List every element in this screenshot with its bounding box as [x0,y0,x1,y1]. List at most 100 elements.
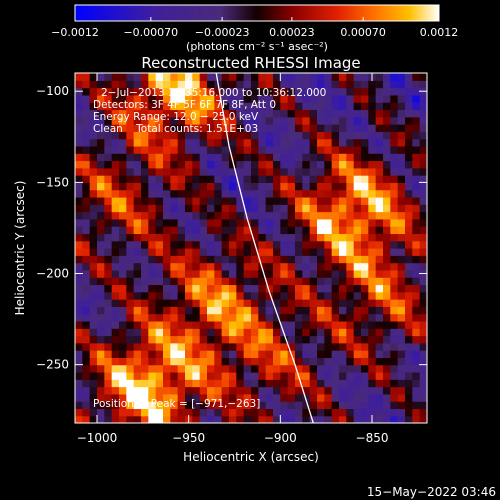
heatmap-cell [133,175,142,183]
heatmap-cell [280,291,289,300]
heatmap-cell [361,415,369,423]
heatmap-cell [170,196,179,205]
heatmap-cell [324,124,333,132]
heatmap-cell [221,211,230,220]
heatmap-cell [353,211,362,220]
heatmap-cell [148,87,157,96]
heatmap-cell [309,102,318,111]
heatmap-cell [97,320,105,329]
heatmap-cell [133,102,142,111]
heatmap-cell [229,284,237,293]
heatmap-cell [236,262,245,271]
heatmap-cell [75,218,83,227]
heatmap-cell [258,371,267,380]
heatmap-cell [243,350,252,358]
heatmap-cell [383,102,391,111]
heatmap-cell [141,306,149,315]
heatmap-cell [177,124,186,132]
heatmap-cell [199,335,208,344]
heatmap-cell [133,124,142,132]
heatmap-cell [265,102,274,111]
heatmap-cell [214,218,223,227]
heatmap-cell [302,109,311,118]
heatmap-cell [295,109,303,118]
heatmap-cell [177,328,186,337]
heatmap-cell [302,393,311,402]
heatmap-cell [214,153,223,162]
heatmap-cell [214,204,223,213]
heatmap-cell [405,240,413,249]
heatmap-cell [214,124,223,132]
heatmap-cell [251,167,259,176]
heatmap-cell [317,277,325,286]
heatmap-cell [397,291,406,300]
heatmap-cell [397,189,406,198]
heatmap-cell [221,313,230,322]
heatmap-cell [361,102,369,111]
heatmap-cell [405,335,413,344]
heatmap-cell [148,240,157,249]
heatmap-cell [104,73,113,81]
heatmap-cell [405,357,413,366]
heatmap-cell [177,182,186,191]
heatmap-cell [221,196,230,205]
heatmap-cell [141,233,149,242]
heatmap-cell [104,313,113,322]
heatmap-cell [265,153,274,162]
heatmap-cell [258,408,267,417]
heatmap-cell [368,109,377,118]
heatmap-cell [397,153,406,162]
heatmap-cell [251,80,259,89]
heatmap-cell [229,401,237,410]
heatmap-cell [207,204,215,213]
heatmap-cell [163,145,171,154]
heatmap-cell [287,182,296,191]
heatmap-cell [361,109,369,118]
heatmap-cell [177,248,186,256]
heatmap-cell [353,131,362,140]
heatmap-cell [163,196,171,205]
heatmap-cell [229,87,237,96]
colorbar-tick-label: −0.0012 [51,26,99,39]
heatmap-cell [265,408,274,417]
heatmap-cell [412,145,421,154]
heatmap-cell [207,240,215,249]
heatmap-cell [265,342,274,351]
heatmap-cell [375,240,384,249]
heatmap-cell [229,226,237,235]
heatmap-cell [221,226,230,235]
heatmap-cell [383,233,391,242]
heatmap-cell [397,255,406,264]
heatmap-cell [207,408,215,417]
heatmap-cell [185,102,193,111]
heatmap-cell [287,240,296,249]
heatmap-cell [309,124,318,132]
heatmap-cell [119,240,127,249]
heatmap-cell [214,284,223,293]
heatmap-cell [207,175,215,183]
heatmap-cell [89,175,98,183]
heatmap-cell [82,350,91,358]
heatmap-cell [397,393,406,402]
heatmap-cell [119,218,127,227]
heatmap-cell [155,335,164,344]
heatmap-cell [375,102,384,111]
heatmap-cell [89,109,98,118]
heatmap-cell [89,240,98,249]
heatmap-cell [185,131,193,140]
heatmap-cell [302,240,311,249]
heatmap-cell [375,401,384,410]
heatmap-cell [331,313,340,322]
heatmap-cell [111,226,120,235]
heatmap-cell [221,189,230,198]
heatmap-cell [405,211,413,220]
heatmap-cell [221,233,230,242]
heatmap-cell [229,211,237,220]
heatmap-cell [141,248,149,256]
heatmap-cell [375,371,384,380]
heatmap-cell [309,80,318,89]
heatmap-cell [258,379,267,388]
heatmap-cell [236,313,245,322]
heatmap-cell [119,393,127,402]
heatmap-cell [148,116,157,125]
